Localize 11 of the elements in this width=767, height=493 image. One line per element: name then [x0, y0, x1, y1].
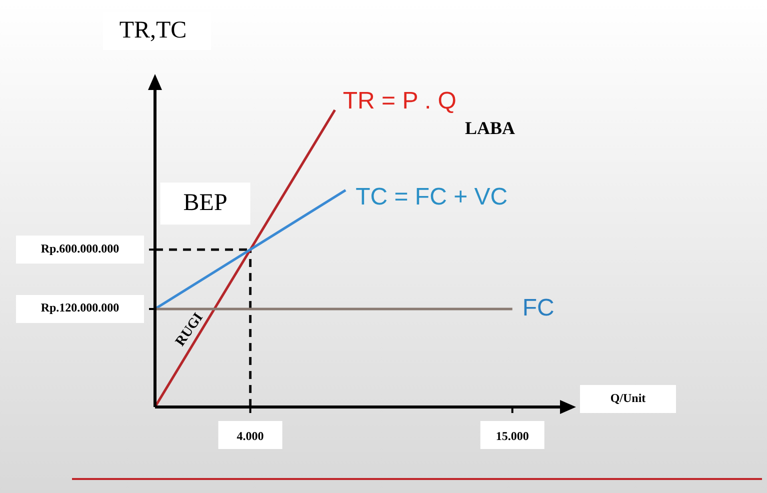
series-label: TR = P . Q — [342, 87, 456, 114]
y-axis-title: TR,TC — [119, 18, 187, 44]
series-label: TC = FC + VC — [356, 184, 508, 211]
annotation: BEP — [183, 190, 228, 216]
text: Rp.120.000.000 — [40, 300, 120, 315]
x-tick-label: 4.000 — [236, 428, 264, 443]
x-tick-label: 15.000 — [496, 428, 529, 443]
x-axis-title: Q/Unit — [610, 390, 646, 405]
series-label: FC — [522, 294, 554, 322]
annotation: LABA — [464, 118, 516, 138]
text: Rp.600.000.000 — [40, 241, 120, 256]
